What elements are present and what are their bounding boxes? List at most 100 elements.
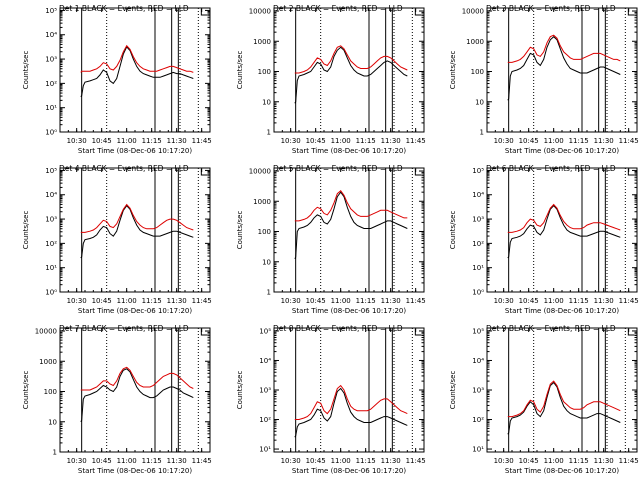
y-tick-label: 10³ [45,56,57,64]
detector-panel: Det 9 BLACK = Events, RED = LLD 10:30 10:4… [449,324,639,475]
y-tick-label: 10⁴ [472,357,484,365]
y-tick-label: 10⁵ [259,327,271,335]
y-tick-label: 10² [259,416,271,424]
panel-title: Det 2 BLACK = Events, RED = LLD [273,4,403,13]
x-tick-label: 11:15 [142,457,162,465]
x-axis-label: Start Time (08-Dec-06 10:17:20) [292,467,406,475]
legend-marker [200,169,208,176]
y-tick-label: 10² [45,80,57,88]
x-tick-label: 11:00 [544,457,564,465]
y-tick-label: 10³ [259,387,271,395]
x-tick-label: 11:30 [381,297,401,305]
x-tick-label: 10:30 [494,297,514,305]
x-tick-label: 10:30 [67,457,87,465]
legend-marker [200,9,208,16]
y-tick-label: 10 [475,98,484,106]
x-axis-label: Start Time (08-Dec-06 10:17:20) [292,147,406,155]
y-tick-label: 1 [53,449,57,457]
y-tick-label: 10 [262,98,271,106]
panel-title: Det 6 BLACK = Events, RED = LLD [486,164,616,173]
x-tick-label: 11:45 [192,137,212,145]
x-tick-label: 11:45 [192,457,212,465]
y-axis-label: Counts/sec [22,371,30,410]
x-tick-label: 11:15 [142,297,162,305]
x-tick-label: 11:15 [569,297,589,305]
x-tick-label: 10:45 [519,297,539,305]
x-tick-label: 11:30 [594,457,614,465]
y-axis-label: Counts/sec [22,211,30,250]
series-line-events [80,368,194,423]
y-tick-label: 10¹ [259,446,271,454]
x-tick-label: 11:45 [406,297,426,305]
series-line-lld [507,34,621,63]
y-tick-label: 1 [480,129,484,137]
y-axis-label: Counts/sec [449,371,457,410]
legend-marker [414,329,422,336]
y-tick-label: 10³ [472,387,484,395]
series-line-lld [294,384,408,420]
y-axis-label: Counts/sec [236,51,244,90]
x-tick-label: 11:15 [356,457,376,465]
series-line-lld [507,203,621,233]
x-tick-label: 11:00 [331,457,351,465]
detector-panel: Det 6 BLACK = Events, RED = LLD 10:30 10:4… [449,164,639,315]
panel-title: Det 9 BLACK = Events, RED = LLD [486,324,616,333]
x-tick-label: 11:15 [356,137,376,145]
x-axis-label: Start Time (08-Dec-06 10:17:20) [78,467,192,475]
series-line-events [507,36,621,101]
series-line-events [507,204,621,259]
y-tick-label: 10² [45,240,57,248]
detector-panel: Det 8 BLACK = Events, RED = LLD 10:30 10:4… [236,324,426,475]
y-tick-label: 10⁰ [472,289,484,297]
y-tick-label: 100 [258,68,271,76]
series-line-lld [80,366,194,391]
series-line-lld [294,189,408,222]
legend-marker [414,9,422,16]
x-tick-label: 10:45 [519,137,539,145]
series-line-events [80,46,194,97]
series-line-events [80,204,194,259]
x-tick-label: 11:00 [331,297,351,305]
x-tick-label: 10:30 [494,137,514,145]
y-tick-label: 1000 [466,38,484,46]
y-axis-label: Counts/sec [236,211,244,250]
x-tick-label: 11:30 [167,137,187,145]
x-tick-label: 11:45 [192,297,212,305]
panel-title: Det 5 BLACK = Events, RED = LLD [273,164,403,173]
y-tick-label: 10000 [249,168,271,176]
series-line-events [294,191,408,259]
series-line-events [507,381,621,435]
x-axis-label: Start Time (08-Dec-06 10:17:20) [78,307,192,315]
y-axis-label: Counts/sec [22,51,30,90]
x-tick-label: 11:45 [619,297,639,305]
detector-panel: Det 3 BLACK = Events, RED = LLD 10:30 10:4… [449,4,639,155]
x-tick-label: 10:45 [306,297,326,305]
series-line-lld [507,380,621,418]
x-tick-label: 10:45 [306,137,326,145]
y-tick-label: 100 [44,388,57,396]
x-tick-label: 11:30 [167,457,187,465]
detector-panel: Det 7 BLACK = Events, RED = LLD 10:30 10:4… [22,324,212,475]
x-tick-label: 10:45 [92,457,112,465]
x-axis-label: Start Time (08-Dec-06 10:17:20) [505,307,619,315]
series-line-lld [80,203,194,233]
y-tick-label: 1 [267,289,271,297]
x-tick-label: 10:30 [67,137,87,145]
y-tick-label: 10⁵ [472,327,484,335]
y-axis-label: Counts/sec [449,211,457,250]
y-tick-label: 10¹ [45,104,57,112]
y-tick-label: 1000 [39,358,57,366]
y-tick-label: 10 [48,418,57,426]
y-tick-label: 10⁰ [45,289,57,297]
y-tick-label: 10¹ [472,446,484,454]
series-line-lld [294,45,408,74]
y-tick-label: 10¹ [45,264,57,272]
series-line-events [294,46,408,104]
x-tick-label: 10:45 [306,457,326,465]
y-axis-label: Counts/sec [236,371,244,410]
x-axis-label: Start Time (08-Dec-06 10:17:20) [292,307,406,315]
y-axis-label: Counts/sec [449,51,457,90]
detector-panel: Det 4 BLACK = Events, RED = LLD 10:30 10:4… [22,164,212,315]
y-tick-label: 100 [258,228,271,236]
